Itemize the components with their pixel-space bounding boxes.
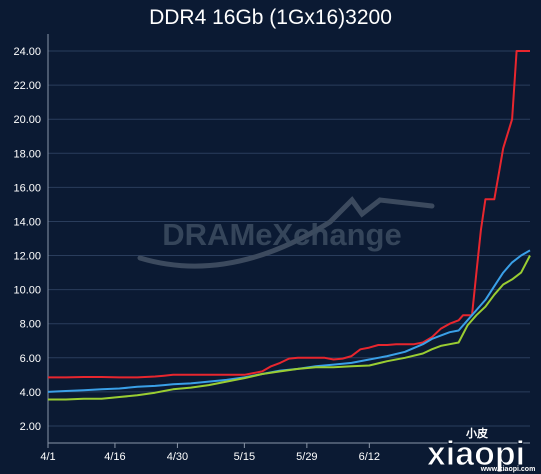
chart-title: DDR4 16Gb (1Gx16)3200 (149, 6, 392, 29)
x-tick-label: 5/15 (234, 451, 255, 463)
y-tick-label: 2.00 (20, 421, 41, 433)
y-tick-label: 18.00 (13, 148, 41, 160)
axes (47, 34, 530, 444)
series-line-0 (48, 50, 530, 379)
x-tick-label: 4/16 (104, 451, 125, 463)
x-tick-label: 5/29 (296, 451, 317, 463)
corner-logo-sub: 小皮 (465, 426, 488, 440)
y-tick-label: 24.00 (13, 46, 41, 58)
x-tick-label: 4/30 (167, 451, 188, 463)
y-tick-label: 4.00 (20, 387, 41, 399)
corner-logo-text: xiaopi (427, 435, 525, 473)
x-tick-label: 4/1 (40, 451, 55, 463)
watermark-text: DRAMeXchange (162, 217, 401, 252)
y-axis-ticks: 2.00 4.00 6.00 8.00 10.00 12.00 14.00 16.00 18.0… (13, 46, 41, 433)
watermark-swoosh (137, 196, 435, 269)
corner-logo-url: www.xiaopi.com (480, 466, 536, 473)
series-line-1 (47, 249, 531, 393)
watermark: DRAMeXchange (137, 196, 435, 269)
y-tick-label: 8.00 (20, 319, 41, 331)
y-tick-label: 12.00 (13, 251, 41, 263)
series-line-2 (48, 255, 531, 401)
y-tick-label: 6.00 (20, 353, 41, 365)
x-axis-ticks: 4/1 4/16 4/30 5/15 5/29 6/12 (40, 443, 380, 463)
y-tick-label: 14.00 (13, 216, 41, 228)
y-tick-label: 22.00 (13, 80, 41, 92)
y-tick-label: 16.00 (13, 182, 41, 194)
y-tick-label: 10.00 (13, 285, 41, 297)
x-tick-label: 6/12 (359, 451, 380, 463)
series-group (47, 50, 531, 401)
y-tick-label: 20.00 (13, 114, 41, 126)
